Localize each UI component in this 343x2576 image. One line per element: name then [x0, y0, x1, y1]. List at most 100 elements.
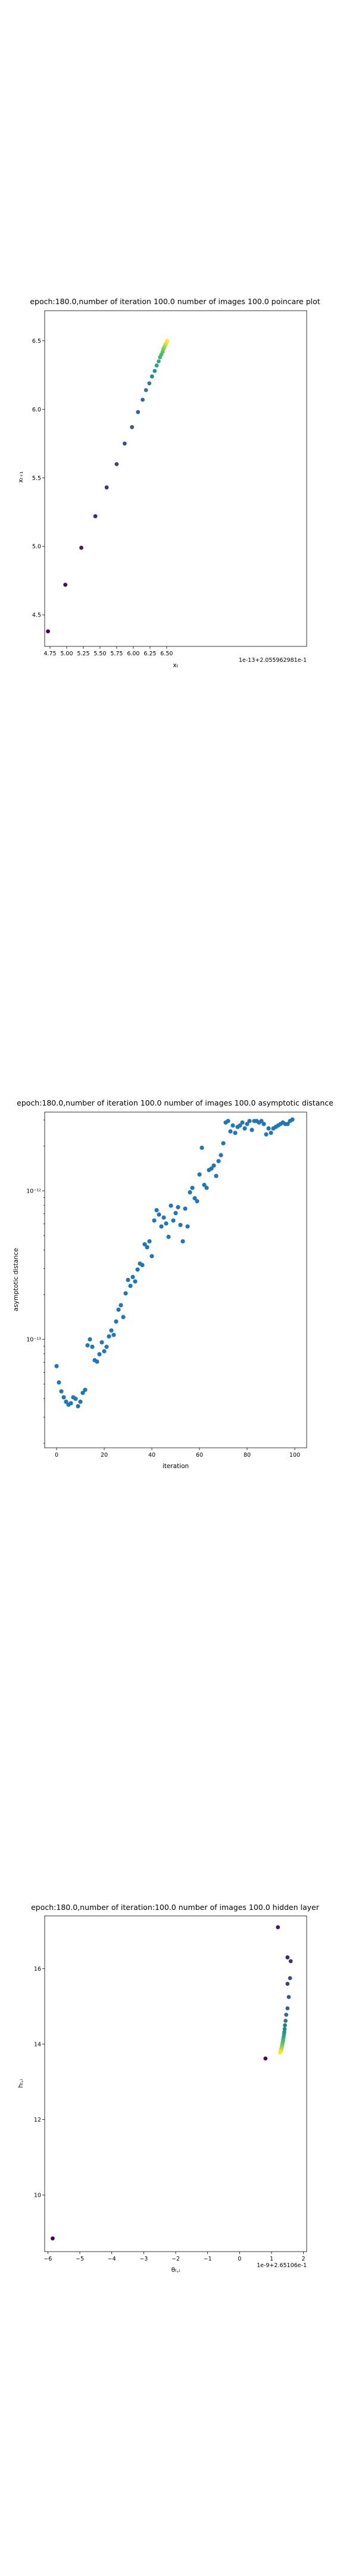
data-point: [141, 397, 145, 402]
plot-area: [44, 1111, 307, 1448]
data-point: [178, 1222, 183, 1227]
data-point: [269, 1131, 273, 1135]
y-tick-label: 10⁻¹³: [26, 1337, 41, 1343]
data-point: [147, 381, 152, 386]
data-point: [242, 1126, 247, 1131]
data-point: [97, 1352, 102, 1357]
chart-title: epoch:180.0,number of iteration:100.0 nu…: [31, 1903, 320, 1912]
data-point: [165, 339, 170, 343]
data-point: [145, 1245, 149, 1250]
x-tick-label: 0: [238, 2256, 241, 2262]
data-point: [130, 1274, 135, 1280]
y-axis-label: hₜ,ᵢ: [17, 2079, 24, 2088]
data-point: [188, 1190, 192, 1195]
data-point: [149, 374, 154, 379]
y-tick-label: 16: [34, 1966, 41, 1973]
data-point: [59, 1389, 64, 1394]
chart-title: epoch:180.0,number of iteration 100.0 nu…: [17, 1098, 333, 1107]
data-point: [114, 462, 119, 466]
data-point: [85, 1343, 90, 1348]
x-axis-label: xₜ: [173, 662, 178, 669]
data-point: [147, 1239, 152, 1244]
data-point: [261, 1122, 266, 1126]
data-point: [157, 1212, 161, 1217]
data-point: [154, 1208, 159, 1213]
x-tick-label: 5.00: [60, 651, 73, 657]
data-point: [285, 1955, 290, 1959]
data-point: [199, 1145, 204, 1150]
x-tick-label: −6: [43, 2256, 52, 2262]
data-point: [185, 1224, 190, 1229]
data-point: [109, 1328, 114, 1333]
y-tick-label: 5.5: [32, 475, 41, 482]
data-point: [135, 1267, 140, 1272]
data-point: [152, 369, 157, 373]
data-point: [264, 1132, 269, 1137]
x-tick-label: −4: [108, 2256, 116, 2262]
data-point: [93, 514, 98, 519]
data-point: [183, 1206, 188, 1211]
data-point: [285, 1981, 290, 1986]
data-point: [111, 1333, 116, 1337]
x-tick-label: 40: [148, 1452, 155, 1459]
data-point: [204, 1185, 209, 1190]
data-point: [284, 2012, 289, 2017]
data-point: [126, 1277, 130, 1283]
data-point: [192, 1196, 197, 1201]
data-point: [79, 546, 83, 550]
data-point: [209, 1166, 214, 1171]
data-point: [46, 629, 50, 634]
data-point: [228, 1129, 233, 1134]
data-point: [123, 1291, 128, 1296]
data-point: [76, 1404, 80, 1408]
data-point: [221, 1141, 226, 1145]
data-point: [61, 1395, 66, 1400]
data-point: [157, 359, 161, 364]
x-offset-label: 1e-13+2.055962981e-1: [239, 657, 307, 664]
x-tick-label: 100: [289, 1452, 300, 1459]
x-tick-label: 60: [196, 1452, 203, 1459]
data-point: [290, 1117, 295, 1122]
data-point: [263, 2056, 268, 2061]
hidden-layer-chart: epoch:180.0,number of iteration:100.0 nu…: [17, 1903, 320, 2274]
data-point: [104, 485, 109, 490]
data-point: [154, 363, 159, 368]
data-point: [169, 1203, 173, 1208]
data-point: [173, 1210, 178, 1215]
data-point: [83, 1388, 88, 1392]
y-tick-label: 14: [34, 2042, 41, 2048]
data-point: [190, 1185, 195, 1190]
data-point: [78, 1400, 83, 1404]
poincare-chart: epoch:180.0,number of iteration 100.0 nu…: [17, 297, 320, 669]
y-tick-label: 10⁻¹²: [26, 1188, 41, 1195]
data-point: [133, 1279, 138, 1284]
data-point: [159, 1224, 164, 1229]
data-point: [149, 1254, 154, 1259]
data-point: [51, 2236, 55, 2241]
x-tick-label: −1: [204, 2256, 212, 2262]
data-point: [285, 1122, 290, 1126]
data-point: [283, 2023, 287, 2027]
x-offset-label: 1e-9+2.65106e-1: [257, 2262, 307, 2269]
data-point: [180, 1239, 185, 1244]
data-point: [128, 1283, 133, 1289]
y-tick-label: 5.0: [32, 544, 41, 550]
x-tick-label: 5.25: [77, 651, 89, 657]
y-tick-label: 4.5: [32, 612, 41, 619]
data-point: [73, 1397, 78, 1401]
x-tick-label: 0: [55, 1452, 58, 1459]
data-point: [247, 1119, 252, 1123]
x-axis-label: iteration: [163, 1463, 189, 1470]
data-point: [216, 1159, 221, 1163]
x-tick-label: 2: [302, 2256, 305, 2262]
y-tick-label: 6.5: [32, 338, 41, 345]
data-point: [119, 1303, 123, 1308]
data-point: [116, 1307, 121, 1312]
data-point: [211, 1163, 216, 1168]
data-point: [107, 1334, 111, 1339]
data-point: [161, 1215, 166, 1220]
asymptotic-distance-chart: epoch:180.0,number of iteration 100.0 nu…: [13, 1098, 333, 1470]
data-point: [202, 1182, 207, 1187]
data-point: [164, 1221, 169, 1226]
y-tick-label: 6.0: [32, 407, 41, 413]
